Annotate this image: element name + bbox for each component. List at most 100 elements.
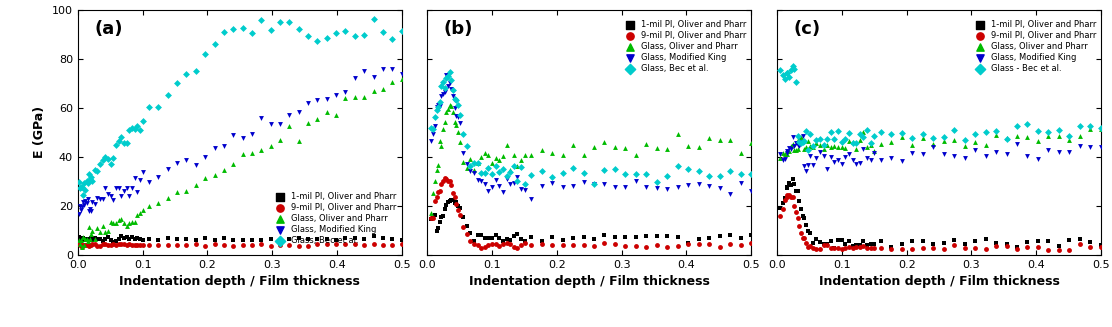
Point — [732, 243, 749, 248]
Point — [811, 240, 828, 245]
Point — [781, 148, 798, 153]
Point — [70, 241, 88, 246]
Point — [914, 238, 932, 243]
Point — [575, 170, 593, 175]
Point — [523, 152, 540, 157]
Point — [795, 146, 813, 152]
Point — [434, 179, 451, 184]
Point — [1071, 242, 1089, 247]
Point — [461, 163, 479, 168]
Point — [807, 141, 825, 146]
Point — [804, 145, 822, 150]
Point — [80, 209, 98, 214]
Point — [393, 77, 410, 82]
Point — [168, 80, 186, 86]
Point — [924, 245, 942, 250]
Point — [430, 138, 448, 143]
Point — [794, 133, 812, 139]
Point — [533, 183, 550, 188]
Point — [781, 180, 798, 185]
Point — [133, 119, 151, 124]
Point — [140, 179, 158, 184]
Point — [966, 140, 984, 145]
Point — [439, 199, 457, 204]
Point — [1029, 156, 1046, 161]
Point — [458, 161, 476, 166]
Point — [997, 152, 1015, 157]
Point — [811, 136, 828, 141]
Point — [430, 99, 448, 104]
Point — [498, 237, 516, 242]
Point — [1092, 245, 1110, 250]
Point — [792, 230, 810, 235]
Point — [1071, 144, 1089, 149]
Point — [479, 152, 497, 158]
Point — [73, 204, 91, 209]
Point — [945, 138, 963, 143]
Point — [787, 209, 805, 215]
Point — [290, 139, 308, 144]
Point — [818, 242, 836, 248]
Point — [80, 171, 98, 177]
Point — [679, 166, 697, 172]
Point — [801, 153, 818, 159]
Point — [543, 242, 560, 248]
Point — [197, 51, 215, 57]
Point — [851, 243, 868, 248]
Point — [458, 165, 476, 171]
Point — [840, 244, 857, 250]
Point — [807, 237, 825, 242]
Point — [126, 219, 143, 225]
Point — [178, 157, 196, 162]
Point — [658, 233, 676, 238]
Point — [513, 164, 530, 170]
Point — [564, 236, 582, 241]
Point — [955, 241, 973, 246]
Point — [131, 178, 149, 183]
Legend: 1-mil PI, Oliver and Pharr, 9-mil PI, Oliver and Pharr, Glass, Oliver and Pharr,: 1-mil PI, Oliver and Pharr, 9-mil PI, Ol… — [271, 191, 397, 246]
X-axis label: Indentation depth / Film thickness: Indentation depth / Film thickness — [818, 275, 1060, 288]
Point — [882, 247, 900, 252]
Point — [862, 246, 880, 251]
Point — [280, 20, 298, 25]
Point — [543, 150, 560, 155]
Point — [437, 72, 455, 77]
Point — [596, 140, 614, 145]
Point — [1040, 129, 1058, 134]
Point — [637, 233, 655, 238]
Point — [440, 179, 458, 184]
Point — [81, 207, 99, 212]
Point — [123, 235, 141, 240]
Point — [935, 240, 953, 246]
Point — [77, 243, 95, 248]
Point — [722, 192, 739, 197]
Point — [77, 236, 95, 241]
Point — [778, 71, 796, 76]
Point — [105, 220, 122, 225]
Point — [110, 185, 128, 190]
Point — [782, 194, 800, 199]
Point — [225, 243, 242, 248]
Point — [140, 104, 158, 109]
Point — [393, 71, 410, 76]
Point — [71, 242, 89, 248]
Point — [822, 155, 840, 160]
Point — [83, 178, 101, 183]
Point — [73, 184, 91, 189]
Point — [252, 147, 270, 153]
Point — [523, 196, 540, 201]
Point — [206, 173, 224, 178]
Point — [1061, 150, 1079, 155]
Point — [732, 150, 749, 155]
Point — [882, 244, 900, 249]
Point — [346, 33, 364, 38]
Point — [508, 178, 526, 183]
Point — [794, 139, 812, 144]
Point — [439, 83, 457, 88]
Point — [585, 181, 603, 186]
Point — [785, 66, 803, 71]
Point — [75, 199, 92, 204]
Point — [825, 143, 843, 148]
Point — [788, 189, 806, 194]
Point — [997, 136, 1015, 142]
